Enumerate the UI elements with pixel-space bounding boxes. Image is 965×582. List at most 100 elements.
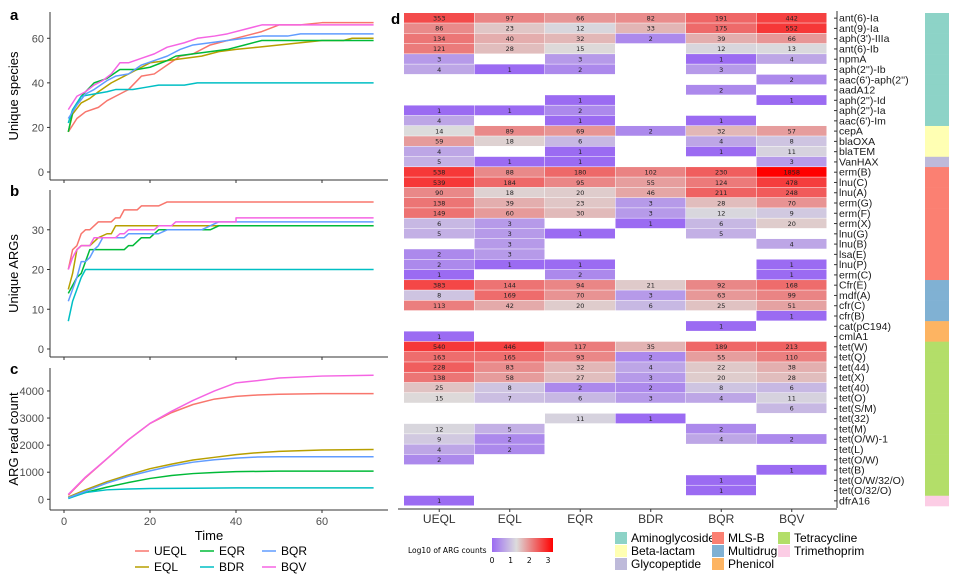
class-bar-segment: [925, 362, 949, 373]
heatmap-cell: [686, 393, 756, 403]
heatmap-cell-value: 3: [649, 394, 653, 402]
series-line-eqr: [67, 39, 374, 133]
class-bar-segment: [925, 177, 949, 188]
heatmap-cell-value: 1: [719, 323, 723, 331]
heatmap-cell-value: 383: [433, 281, 445, 289]
gene-label: aph(2'')-Id: [839, 95, 886, 107]
heatmap-cell: [404, 372, 474, 383]
heatmap-row: 163 165 93 2 55 110: [404, 351, 827, 362]
heatmap-cell-value: 1858: [783, 168, 800, 176]
heatmap-row: 1: [686, 475, 756, 485]
panel-letter-b: b: [10, 183, 19, 200]
heatmap-cell-value: 1: [578, 158, 582, 166]
heatmap-cell: [686, 228, 756, 239]
heatmap-row: 121 28 15 12 13: [404, 43, 827, 54]
heatmap-cell: [474, 177, 545, 188]
heatmap-cell-value: 12: [576, 25, 584, 33]
heatmap-cell: [686, 136, 756, 147]
class-bar-segment: [925, 403, 949, 414]
heatmap-cell: [474, 228, 545, 239]
class-bar-segment: [925, 485, 949, 497]
class-bar-segment: [925, 13, 949, 24]
heatmap-cell-value: 1: [649, 220, 653, 228]
heatmap-cell: [615, 351, 686, 362]
heatmap-cell: [404, 393, 474, 403]
heatmap-cell-value: 446: [504, 343, 516, 351]
heatmap-cell-value: 86: [435, 25, 443, 33]
series-line-bqv: [67, 24, 374, 111]
class-bar-segment: [925, 413, 949, 425]
class-legend-label: Tetracycline: [794, 531, 858, 545]
heatmap-cell-value: 3: [437, 56, 441, 64]
heatmap-cell: [545, 136, 615, 147]
gene-label: ant(6)-Ia: [839, 13, 879, 25]
gene-label: lnu(P): [839, 259, 867, 271]
heatmap-cell: [686, 280, 756, 290]
heatmap-cell-value: 1: [508, 107, 512, 115]
class-bar-segment: [925, 64, 949, 75]
heatmap-row: 12 5 2: [404, 423, 756, 434]
heatmap-cell: [615, 23, 686, 34]
legend-label-eqr: EQR: [219, 544, 245, 558]
heatmap-cell: [615, 280, 686, 290]
series-line-bqv: [67, 374, 374, 495]
class-legend-swatch: [615, 558, 627, 570]
heatmap-cell-value: 5: [437, 230, 441, 238]
heatmap-cell-value: 66: [576, 14, 584, 22]
heatmap-cell-value: 228: [433, 364, 445, 372]
heatmap-cell: [404, 187, 474, 198]
y-axis-title: ARG read count: [6, 392, 21, 486]
y-tick-label: 3000: [20, 413, 44, 425]
heatmap-cell-value: 134: [433, 35, 445, 43]
heatmap-cell-value: 28: [506, 45, 514, 53]
y-axis-title: Unique species: [6, 51, 21, 140]
heatmap-cell: [756, 269, 827, 280]
heatmap-cell: [404, 208, 474, 218]
class-legend-swatch: [615, 545, 627, 557]
heatmap-cell: [545, 351, 615, 362]
heatmap-cell-value: 1: [508, 66, 512, 74]
heatmap-row: 149 60 30 3 12 9: [404, 208, 827, 218]
y-tick-label: 1000: [20, 467, 44, 479]
heatmap-cell-value: 1: [578, 230, 582, 238]
heatmap-cell-value: 184: [504, 179, 516, 187]
heatmap-row: 4 1 2 3: [404, 64, 756, 75]
heatmap-row: 3 3 1 4: [404, 54, 827, 64]
heatmap-cell-value: 95: [576, 179, 584, 187]
heatmap-cell: [615, 125, 686, 136]
series-line-eql: [67, 225, 374, 290]
heatmap-cell: [404, 331, 474, 342]
class-bar-segment: [925, 434, 949, 445]
heatmap-cell: [756, 167, 827, 177]
heatmap-row: 15 7 6 3 4 11: [404, 393, 827, 403]
heatmap-cell: [756, 218, 827, 229]
heatmap-cell-value: 4: [437, 66, 441, 74]
heatmap-cell-value: 144: [504, 281, 516, 289]
heatmap-cell-value: 8: [719, 384, 723, 392]
y-tick-label: 20: [32, 265, 44, 277]
heatmap-cell-value: 8: [790, 138, 794, 146]
gene-label: tet(O): [839, 393, 866, 405]
gene-label: erm(X): [839, 218, 871, 230]
class-legend-swatch: [712, 532, 724, 544]
heatmap-row: 2 1 1 1: [404, 259, 827, 270]
heatmap-cell: [756, 74, 827, 85]
gene-label: lsa(E): [839, 249, 866, 261]
class-bar-segment: [925, 156, 949, 168]
heatmap-cell-value: 3: [649, 374, 653, 382]
heatmap-cell-value: 63: [717, 292, 725, 300]
gene-label: erm(F): [839, 208, 871, 220]
heatmap-cell-value: 15: [576, 45, 584, 53]
class-bar-segment: [925, 74, 949, 86]
line-chart-c: c 0 1000 2000 3000 4000 0 20 40 60 ARG read count T…: [6, 361, 388, 543]
column-label-eqr: EQR: [567, 512, 593, 526]
heatmap-cell-value: 9: [437, 436, 441, 444]
heatmap-cell-value: 2: [790, 76, 794, 84]
heatmap-cell-value: 2: [578, 384, 582, 392]
heatmap-cell-value: 4: [437, 446, 441, 454]
heatmap-cell: [756, 238, 827, 249]
heatmap-cell-value: 138: [433, 199, 445, 207]
gene-label: tet(O/32/O): [839, 485, 892, 497]
heatmap-cell: [545, 105, 615, 116]
